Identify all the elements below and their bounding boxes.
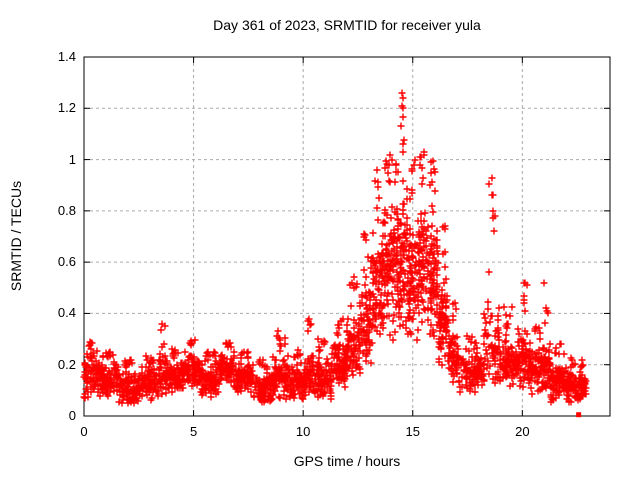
x-tick-label: 10 — [295, 424, 311, 439]
y-tick-label: 1.2 — [57, 100, 76, 116]
y-tick-label: 0 — [68, 408, 76, 423]
y-tick-label: 0.8 — [57, 202, 76, 218]
data-points-series — [80, 89, 590, 407]
outlier-square-point — [576, 412, 582, 418]
chart-title: Day 361 of 2023, SRMTID for receiver yul… — [213, 17, 481, 33]
x-tick-label: 5 — [189, 424, 198, 439]
x-tick-label: 0 — [80, 424, 88, 439]
y-tick-label: 1 — [68, 151, 76, 167]
y-tick-label: 0.2 — [57, 356, 76, 372]
y-tick-label: 1.4 — [57, 49, 76, 64]
y-tick-label: 0.6 — [57, 254, 76, 270]
x-tick-label: 20 — [515, 424, 530, 439]
x-tick-label: 15 — [405, 424, 420, 439]
x-axis-label: GPS time / hours — [293, 453, 401, 469]
y-axis-label: SRMTID / TECUs — [8, 180, 24, 292]
plot-border — [83, 56, 611, 417]
y-tick-label: 0.4 — [57, 305, 76, 321]
